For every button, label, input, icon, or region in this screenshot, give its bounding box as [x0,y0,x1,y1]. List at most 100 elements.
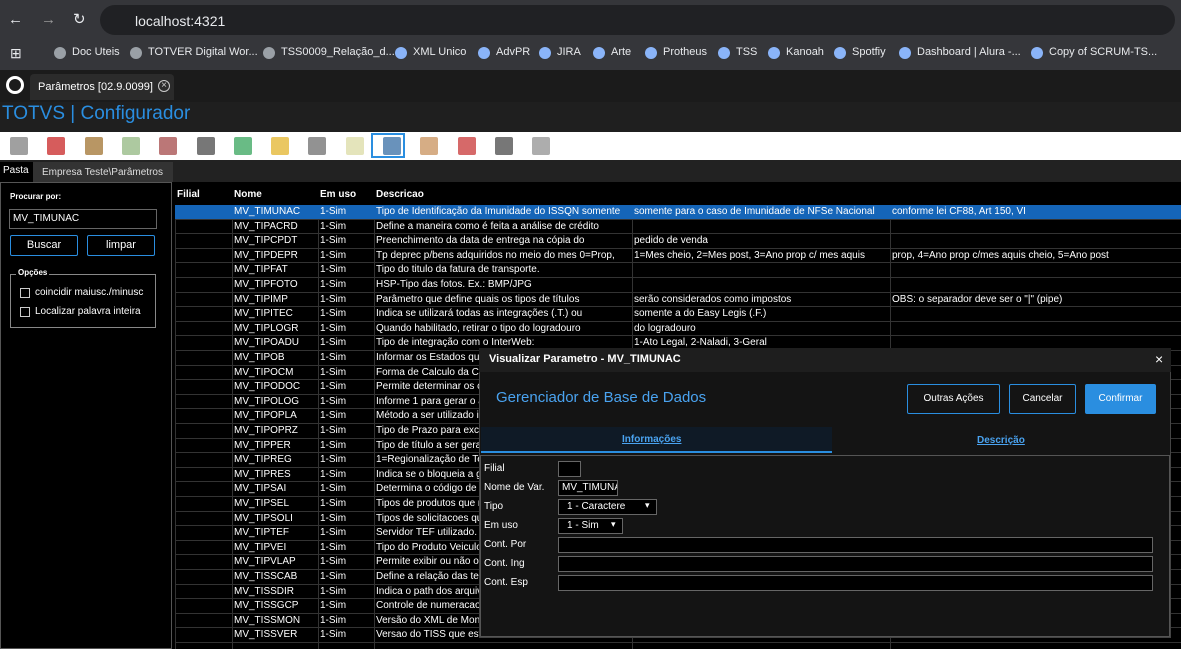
row[interactable] [175,322,1181,337]
bookmark[interactable]: TSS0009_Relação_d... [281,46,395,58]
toolbar-button[interactable] [532,137,551,155]
bookmark[interactable]: AdvPR [496,46,531,58]
em-uso-select[interactable]: 1 - Sim [558,518,623,534]
cont-por-input[interactable] [558,537,1153,553]
address-bar[interactable] [100,5,1175,35]
toolbar-button[interactable] [84,137,103,155]
confirm-button[interactable]: Confirmar [1085,384,1156,414]
cont-ing-input[interactable] [558,556,1153,572]
bookmark-icon [768,47,780,59]
row[interactable] [175,263,1181,278]
field-label: Filial [484,463,505,474]
app-tab[interactable] [30,74,174,100]
tab-label[interactable]: Empresa Teste\Parâmetros [42,167,163,178]
bookmark[interactable]: Dashboard | Alura -... [917,46,1021,58]
row[interactable] [175,249,1181,264]
dialog-tab-label[interactable]: Informações [622,434,682,445]
row[interactable] [175,234,1181,249]
cell: 1-Sim [320,410,347,422]
cell: MV_TIPOB [234,352,285,363]
cell: MV_TIPFOTO [234,279,298,290]
nome-input[interactable]: MV_TIMUNA [558,480,618,496]
toolbar-button[interactable] [345,137,364,155]
cell: 1-Sim [320,279,347,290]
toolbar-button[interactable] [196,137,215,155]
row[interactable] [175,628,1181,643]
reload-button[interactable]: ↻ [73,11,86,28]
cont-esp-input[interactable] [558,575,1153,591]
toolbar-button[interactable] [121,137,140,155]
search-input[interactable]: MV_TIMUNAC [9,209,157,229]
toolbar-button[interactable] [420,137,439,155]
bookmark-icon [645,47,657,59]
toolbar-button[interactable] [494,137,513,155]
dropdown-arrow[interactable]: ▾ [645,500,650,510]
bookmark[interactable]: TOTVER Digital Wor... [148,46,258,58]
row[interactable] [175,278,1181,293]
bookmark[interactable]: Kanoah [786,46,824,58]
options-title: Opções [16,268,50,277]
dialog-tab-label[interactable]: Descrição [977,435,1025,446]
cancel-button[interactable]: Cancelar [1009,384,1076,414]
column-header[interactable]: Nome [234,189,262,200]
toolbar-button[interactable] [233,137,252,155]
cell: Versão do XML de Moni [376,614,483,626]
bookmark[interactable]: XML Unico [413,46,467,58]
bookmark[interactable]: Arte [611,46,632,58]
checkbox[interactable] [20,307,30,317]
cell: 1=Mes cheio, 2=Mes post, 3=Ano prop c/ m… [634,249,865,261]
toolbar-button[interactable] [159,137,178,155]
toolbar-button[interactable] [308,137,327,155]
dialog-close[interactable]: × [1155,351,1164,367]
filial-input[interactable] [558,461,581,477]
back-button[interactable]: ← [8,11,23,28]
bookmark[interactable]: JIRA [557,46,581,58]
clear-button[interactable]: limpar [87,235,155,256]
tab[interactable] [33,162,173,182]
bookmark-icon [539,47,551,59]
cell: Informe 1 para gerar o a [376,395,484,407]
dialog-tab-active[interactable] [481,427,832,453]
row[interactable] [175,293,1181,308]
cell: Controle de numeracao [376,600,481,612]
option-label[interactable]: coincidir maiusc./minusc [35,287,144,298]
forward-button[interactable]: → [41,11,56,28]
tab-close[interactable]: × [158,80,170,92]
toolbar-button[interactable] [383,137,401,155]
tipo-select[interactable]: 1 - Caractere [558,499,657,515]
row[interactable] [175,220,1181,235]
bookmark[interactable]: Protheus [663,46,708,58]
bookmark[interactable]: TSS [736,46,758,58]
cell: MV_TIPODOC [234,381,301,393]
column-header[interactable]: Descricao [376,189,424,200]
bookmark[interactable]: Spotfiy [852,46,886,58]
checkbox[interactable] [20,288,30,298]
cell: MV_TISSDIR [234,585,295,597]
cell: 1-Sim [320,512,347,524]
cell: 1-Sim [320,293,347,305]
bookmark-icon [395,47,407,59]
tab-label[interactable]: Pasta [3,165,29,176]
apps-icon[interactable]: ⊞ [10,45,22,61]
bookmark-icon [593,47,605,59]
dropdown-arrow[interactable]: ▾ [611,519,616,529]
bookmark[interactable]: Doc Uteis [72,46,120,58]
toolbar-button[interactable] [47,137,66,155]
option-label[interactable]: Localizar palavra inteira [35,306,141,317]
column-header[interactable]: Filial [177,189,200,200]
field-label: Tipo [484,501,504,512]
cell: 1-Sim [320,614,347,626]
toolbar-button[interactable] [271,137,290,155]
search-button[interactable]: Buscar [10,235,78,256]
row[interactable] [175,205,1181,220]
toolbar-button[interactable] [457,137,476,155]
bookmark[interactable]: Copy of SCRUM-TS... [1049,46,1158,58]
other-actions-button[interactable]: Outras Ações [907,384,1000,414]
app-tab-label: Parâmetros [02.9.0099] [38,81,153,93]
cell: MV_TIPTEF [234,527,290,539]
row[interactable] [175,307,1181,322]
tab-active[interactable] [0,162,33,182]
toolbar-selected [371,133,405,158]
column-header[interactable]: Em uso [320,189,357,200]
toolbar-button[interactable] [10,137,28,155]
